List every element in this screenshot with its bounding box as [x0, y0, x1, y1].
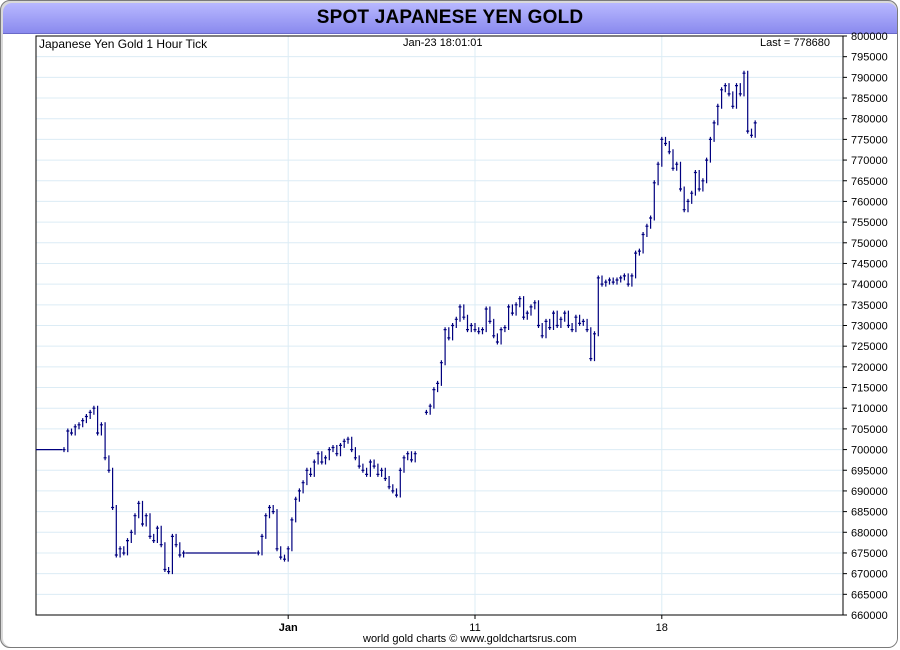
y-tick-label: 745000: [851, 258, 888, 270]
y-tick-label: 695000: [851, 465, 888, 477]
y-tick-label: 790000: [851, 72, 888, 84]
y-tick-label: 710000: [851, 403, 888, 415]
credit-line: world gold charts © www.goldchartsrus.co…: [363, 633, 577, 645]
y-tick-label: 770000: [851, 155, 888, 167]
y-tick-label: 795000: [851, 52, 888, 64]
x-tick-label: Jan: [279, 622, 298, 634]
y-tick-label: 775000: [851, 134, 888, 146]
y-tick-label: 715000: [851, 383, 888, 395]
y-tick-label: 765000: [851, 176, 888, 188]
chart-body: [3, 34, 897, 647]
y-tick-label: 700000: [851, 445, 888, 457]
y-tick-label: 680000: [851, 527, 888, 539]
price-series-line: [36, 70, 757, 575]
chart-subtitle: Japanese Yen Gold 1 Hour Tick: [39, 37, 208, 51]
y-tick-label: 780000: [851, 114, 888, 126]
y-tick-label: 760000: [851, 196, 888, 208]
y-tick-label: 725000: [851, 341, 888, 353]
y-tick-label: 800000: [851, 31, 888, 43]
y-tick-label: 685000: [851, 507, 888, 519]
y-tick-label: 690000: [851, 486, 888, 498]
y-tick-label: 705000: [851, 424, 888, 436]
title-bar: SPOT JAPANESE YEN GOLD: [3, 3, 897, 34]
y-tick-label: 720000: [851, 362, 888, 374]
y-tick-label: 750000: [851, 238, 888, 250]
y-tick-label: 740000: [851, 279, 888, 291]
y-tick-label: 675000: [851, 548, 888, 560]
y-tick-label: 735000: [851, 300, 888, 312]
last-price: Last = 778680: [760, 37, 831, 49]
y-tick-label: 660000: [851, 610, 888, 622]
y-tick-label: 665000: [851, 589, 888, 601]
y-tick-label: 730000: [851, 321, 888, 333]
timestamp: Jan-23 18:01:01: [403, 37, 483, 49]
x-tick-label: 11: [469, 622, 480, 634]
y-tick-label: 670000: [851, 569, 888, 581]
plot-border: [35, 35, 844, 616]
y-tick-label: 755000: [851, 217, 888, 229]
x-tick-label: 18: [656, 622, 668, 634]
chart-title: SPOT JAPANESE YEN GOLD: [316, 7, 584, 28]
y-tick-label: 785000: [851, 93, 888, 105]
